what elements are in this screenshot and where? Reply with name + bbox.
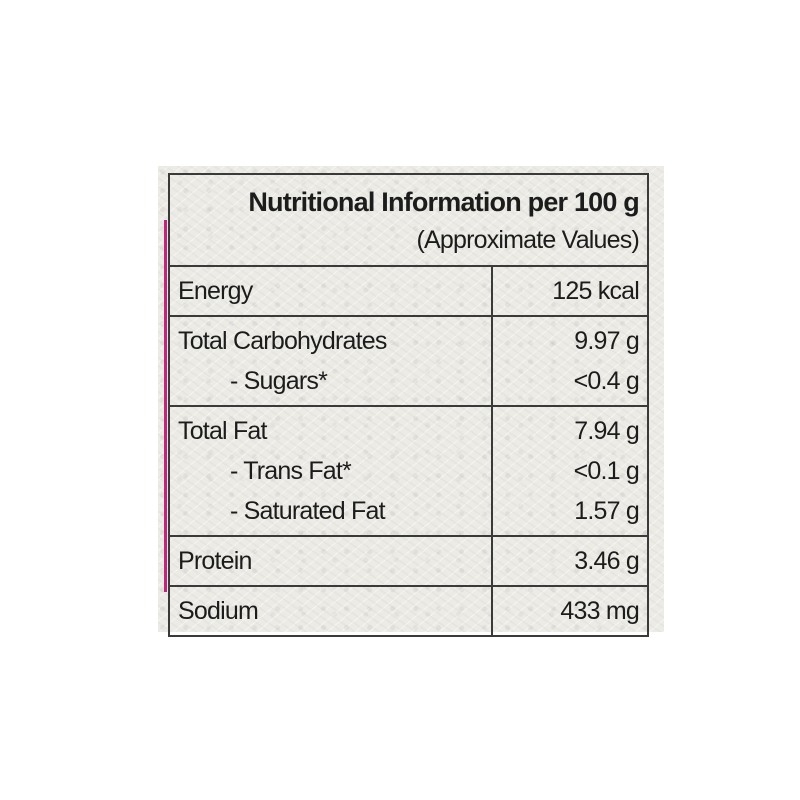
table-row: Protein 3.46 g [168, 535, 649, 587]
nutrient-name: - Trans Fat* [230, 457, 352, 485]
table-header: Nutritional Information per 100 g (Appro… [168, 173, 649, 267]
table-row: Total Carbohydrates - Sugars* 9.97 g <0.… [168, 315, 649, 407]
nutrient-value: 3.46 g [574, 547, 640, 575]
nutrient-name: Energy [178, 277, 253, 305]
pink-edge-stripe [164, 220, 167, 592]
nutrient-value: 7.94 g [574, 417, 640, 445]
table-title: Nutritional Information per 100 g [248, 187, 639, 217]
nutrient-value: <0.1 g [573, 457, 640, 485]
nutrient-name: Total Fat [178, 417, 267, 445]
nutrient-value: 9.97 g [574, 327, 640, 355]
nutrient-name: Protein [178, 547, 252, 575]
nutrient-value: 433 mg [560, 597, 639, 625]
nutrient-value: 125 kcal [552, 277, 640, 305]
nutrient-name: - Saturated Fat [230, 497, 386, 525]
nutrient-value: <0.4 g [573, 367, 640, 395]
table-row: Energy 125 kcal [168, 265, 649, 317]
table-subtitle: (Approximate Values) [416, 226, 639, 254]
table-row: Total Fat - Trans Fat* - Saturated Fat 7… [168, 405, 649, 537]
nutrition-table: Nutritional Information per 100 g (Appro… [168, 173, 649, 637]
nutrient-name: Total Carbohydrates [178, 327, 387, 355]
nutrient-value: 1.57 g [574, 497, 640, 525]
table-row: Sodium 433 mg [168, 585, 649, 637]
nutrient-name: Sodium [178, 597, 259, 625]
nutrient-name: - Sugars* [230, 367, 328, 395]
